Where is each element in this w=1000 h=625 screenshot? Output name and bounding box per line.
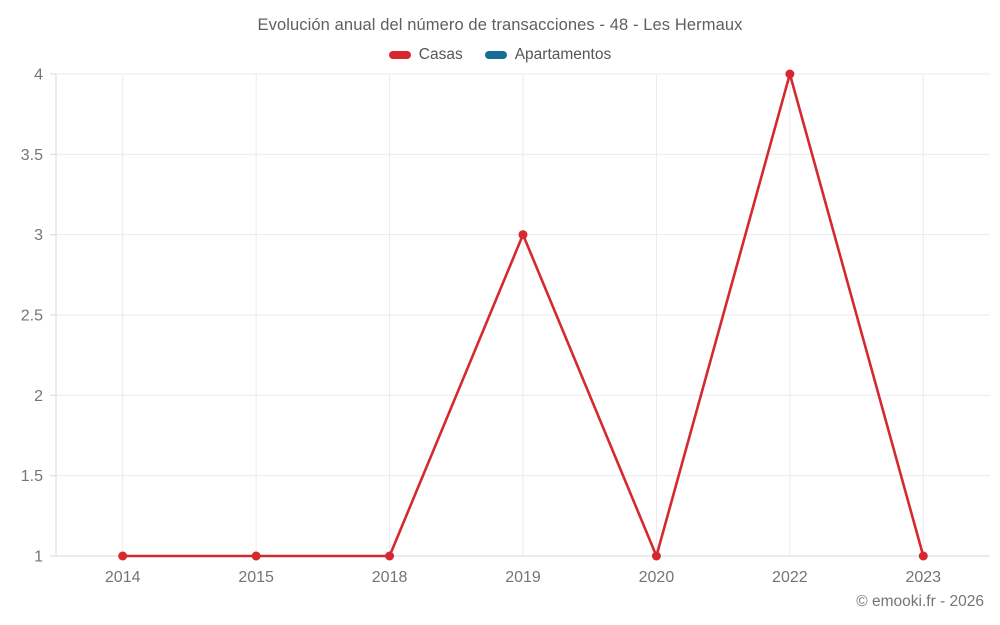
y-tick-label: 2.5 bbox=[21, 308, 43, 325]
legend: Casas Apartamentos bbox=[0, 46, 1000, 64]
data-point-casas[interactable] bbox=[651, 551, 661, 561]
x-tick-label: 2019 bbox=[505, 569, 541, 586]
y-tick-label: 1 bbox=[34, 549, 43, 566]
x-tick-label: 2015 bbox=[238, 569, 274, 586]
x-tick-label: 2018 bbox=[372, 569, 408, 586]
apartamentos-series-swatch-icon bbox=[484, 51, 507, 59]
data-point-casas[interactable] bbox=[918, 551, 928, 561]
x-tick-label: 2022 bbox=[772, 569, 808, 586]
x-tick-label: 2020 bbox=[639, 569, 675, 586]
data-point-casas[interactable] bbox=[118, 551, 128, 561]
legend-label-casas: Casas bbox=[418, 46, 463, 63]
legend-item-apartamentos[interactable]: Apartamentos bbox=[484, 46, 612, 64]
y-tick-label: 3 bbox=[34, 227, 43, 244]
data-point-casas[interactable] bbox=[385, 551, 395, 561]
data-point-casas[interactable] bbox=[785, 69, 795, 79]
y-tick-label: 3.5 bbox=[21, 147, 43, 164]
x-tick-label: 2014 bbox=[105, 569, 141, 586]
data-point-casas[interactable] bbox=[518, 230, 528, 240]
casas-series-swatch-icon bbox=[388, 51, 411, 59]
y-tick-label: 2 bbox=[34, 388, 43, 405]
x-tick-label: 2023 bbox=[905, 569, 941, 586]
chart-title: Evolución anual del número de transaccio… bbox=[257, 16, 743, 34]
legend-label-apartamentos: Apartamentos bbox=[514, 46, 612, 63]
y-tick-label: 1.5 bbox=[21, 468, 43, 485]
data-point-casas[interactable] bbox=[251, 551, 261, 561]
legend-item-casas[interactable]: Casas bbox=[388, 46, 463, 64]
y-tick-label: 4 bbox=[34, 67, 43, 84]
copyright: © emooki.fr - 2026 bbox=[856, 593, 984, 610]
